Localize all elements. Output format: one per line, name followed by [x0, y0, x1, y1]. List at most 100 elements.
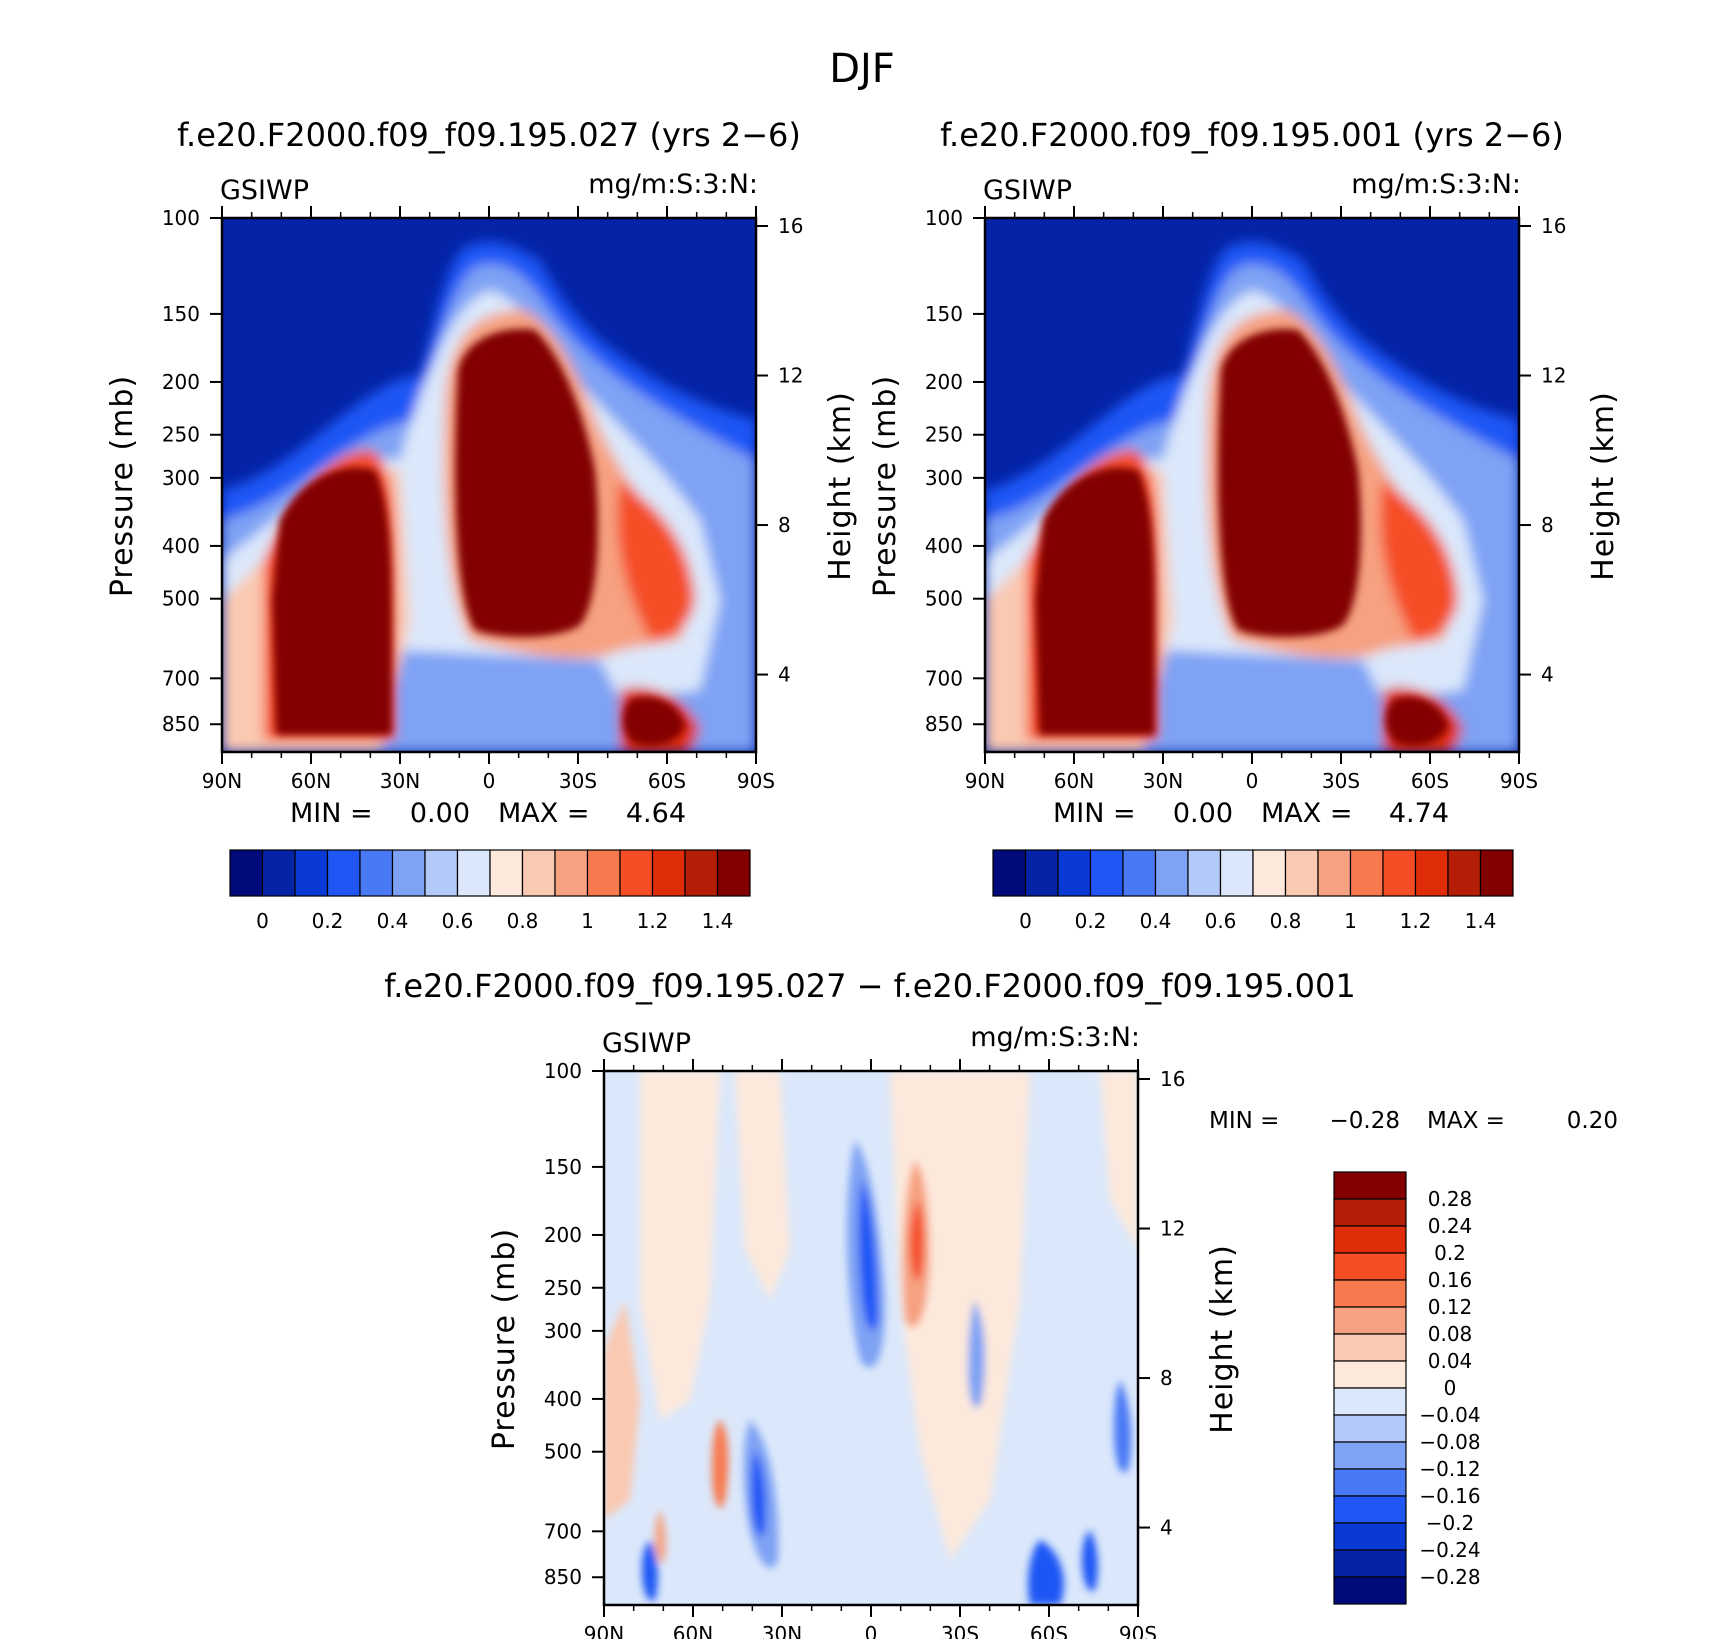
- colorbar-swatch: [1219, 849, 1254, 897]
- x-tick-label: 90N: [965, 769, 1005, 793]
- colorbar-swatch: [1333, 1468, 1407, 1497]
- x-tick-label: 30S: [941, 1622, 979, 1639]
- colorbar-swatch: [521, 849, 556, 897]
- variable-label: GSIWP: [602, 1028, 691, 1059]
- max-value: 4.74: [1389, 798, 1449, 829]
- y-tick-label: 300: [544, 1319, 582, 1343]
- units-label: mg/m:S:3:N:: [1351, 169, 1521, 200]
- y2-tick-label: 12: [1541, 364, 1566, 388]
- colorbar-swatch: [391, 849, 426, 897]
- y-tick-label: 150: [162, 302, 200, 326]
- y-tick-label: 100: [544, 1059, 582, 1083]
- colorbar-label: −0.28: [1419, 1565, 1480, 1589]
- y-tick-label: 500: [544, 1440, 582, 1464]
- y2-tick-label: 16: [778, 214, 803, 238]
- colorbar-swatch: [261, 849, 296, 897]
- y-tick-label: 850: [162, 712, 200, 736]
- x-tick-label: 30S: [559, 769, 597, 793]
- x-tick-label: 60N: [291, 769, 331, 793]
- colorbar-swatch: [716, 849, 751, 897]
- y2-tick-label: 4: [1541, 663, 1554, 687]
- colorbar: 0 0.2 0.4 0.6 0.8 1 1.2 1.4: [992, 849, 1514, 933]
- y-tick-label: 700: [925, 666, 963, 690]
- colorbar-label: 1: [581, 909, 594, 933]
- colorbar-swatch: [1333, 1225, 1407, 1254]
- colorbar-swatch: [1333, 1495, 1407, 1524]
- min-label: MIN =: [1053, 798, 1136, 829]
- y-tick-label: 150: [925, 302, 963, 326]
- y-tick-label: 300: [925, 466, 963, 490]
- colorbar-swatch: [992, 849, 1027, 897]
- colorbar-label: −0.24: [1419, 1538, 1480, 1562]
- figure-title: DJF: [829, 46, 895, 92]
- max-value: 0.20: [1567, 1108, 1618, 1134]
- panel-title: f.e20.F2000.f09_f09.195.027 − f.e20.F200…: [384, 967, 1356, 1005]
- x-tick-label: 0: [1246, 769, 1259, 793]
- colorbar-label: −0.2: [1426, 1511, 1475, 1535]
- colorbar-swatch: [1333, 1387, 1407, 1416]
- colorbar-swatch: [1252, 849, 1287, 897]
- y-tick-label: 250: [925, 423, 963, 447]
- y2-tick-label: 12: [1160, 1217, 1185, 1241]
- colorbar-swatch: [294, 849, 329, 897]
- min-value: 0.00: [410, 798, 470, 829]
- y-tick-label: 850: [925, 712, 963, 736]
- colorbar-swatch: [1333, 1333, 1407, 1362]
- colorbar-label: 0.24: [1428, 1214, 1473, 1238]
- colorbar-swatch: [1333, 1306, 1407, 1335]
- colorbar-swatch: [1122, 849, 1157, 897]
- x-tick-label: 60S: [648, 769, 686, 793]
- min-label: MIN =: [290, 798, 373, 829]
- colorbar-label: 0.16: [1428, 1268, 1473, 1292]
- colorbar: 0.28 0.24 0.2 0.16 0.12 0.08 0.04 0 −0.04 −0.08 −0…: [1333, 1171, 1481, 1605]
- x-tick-label: 60N: [673, 1622, 713, 1639]
- colorbar-label: 0.6: [1205, 909, 1237, 933]
- y-tick-label: 250: [544, 1276, 582, 1300]
- colorbar-swatch: [1333, 1441, 1407, 1470]
- contour-field: [985, 218, 1519, 752]
- y-axis-label: Pressure (mb): [868, 375, 903, 597]
- x-tick-label: 0: [483, 769, 496, 793]
- colorbar-label: −0.04: [1419, 1403, 1480, 1427]
- contour-field: [222, 218, 756, 752]
- colorbar-swatch: [1333, 1576, 1407, 1605]
- colorbar-label: 1.2: [1400, 909, 1432, 933]
- colorbar-label: 0: [1019, 909, 1032, 933]
- colorbar-swatch: [684, 849, 719, 897]
- colorbar-label: 1.4: [1465, 909, 1497, 933]
- y2-axis-label: Height (km): [1586, 391, 1621, 581]
- max-value: 4.64: [626, 798, 686, 829]
- max-label: MAX =: [498, 798, 589, 829]
- colorbar-label: 0.6: [442, 909, 474, 933]
- y2-axis-label: Height (km): [823, 391, 858, 581]
- colorbar-label: −0.08: [1419, 1430, 1480, 1454]
- y-axis-label: Pressure (mb): [105, 375, 140, 597]
- colorbar-swatch: [554, 849, 589, 897]
- colorbar-swatch: [651, 849, 686, 897]
- colorbar-swatch: [1333, 1252, 1407, 1281]
- colorbar-swatch: [229, 849, 264, 897]
- colorbar-swatch: [1333, 1414, 1407, 1443]
- x-tick-label: 30S: [1322, 769, 1360, 793]
- min-value: −0.28: [1330, 1108, 1400, 1134]
- x-tick-label: 90S: [1500, 769, 1538, 793]
- units-label: mg/m:S:3:N:: [588, 169, 758, 200]
- colorbar-swatch: [1333, 1522, 1407, 1551]
- colorbar-label: 0.4: [377, 909, 409, 933]
- colorbar-label: 0: [1444, 1376, 1457, 1400]
- colorbar-swatch: [1479, 849, 1514, 897]
- y2-tick-label: 4: [778, 663, 791, 687]
- y-tick-label: 100: [925, 206, 963, 230]
- colorbar-label: 0.4: [1140, 909, 1172, 933]
- colorbar-label: 0: [256, 909, 269, 933]
- colorbar-swatch: [1187, 849, 1222, 897]
- colorbar-swatch: [359, 849, 394, 897]
- colorbar-label: 0.12: [1428, 1295, 1473, 1319]
- colorbar-swatch: [1057, 849, 1092, 897]
- panel-title: f.e20.F2000.f09_f09.195.001 (yrs 2−6): [940, 116, 1564, 154]
- y-tick-label: 400: [162, 534, 200, 558]
- min-label: MIN =: [1209, 1108, 1279, 1134]
- colorbar-label: 0.28: [1428, 1187, 1473, 1211]
- x-tick-label: 0: [865, 1622, 878, 1639]
